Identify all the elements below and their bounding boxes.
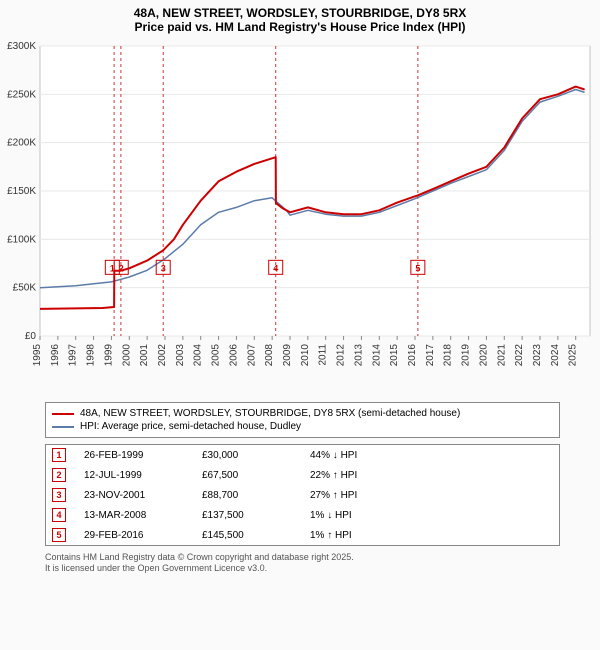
svg-text:1996: 1996 (50, 344, 61, 367)
svg-text:2024: 2024 (550, 344, 561, 367)
svg-text:£300K: £300K (7, 41, 36, 52)
event-price: £67,500 (202, 470, 292, 481)
event-price: £30,000 (202, 450, 292, 461)
legend-label: 48A, NEW STREET, WORDSLEY, STOURBRIDGE, … (80, 408, 460, 419)
events-table: 1 26-FEB-1999 £30,000 44% ↓ HPI 2 12-JUL-1999… (45, 444, 560, 546)
svg-text:2000: 2000 (121, 344, 132, 367)
svg-text:2: 2 (119, 263, 124, 273)
legend-swatch (52, 413, 74, 415)
svg-text:2005: 2005 (211, 344, 222, 367)
svg-text:2020: 2020 (478, 344, 489, 367)
legend-row: 48A, NEW STREET, WORDSLEY, STOURBRIDGE, … (52, 407, 553, 420)
svg-text:£200K: £200K (7, 138, 36, 149)
footer-line-1: Contains HM Land Registry data © Crown c… (45, 552, 590, 563)
chart-area: £0 £50K £100K £150K £200K £250K £300K 1995 1996 1… (0, 36, 600, 396)
svg-text:4: 4 (273, 263, 278, 273)
event-date: 26-FEB-1999 (84, 450, 184, 461)
legend-row: HPI: Average price, semi-detached house,… (52, 420, 553, 433)
event-price: £88,700 (202, 490, 292, 501)
svg-text:2021: 2021 (496, 344, 507, 367)
event-number: 4 (52, 508, 66, 522)
svg-text:2013: 2013 (353, 344, 364, 367)
svg-text:2022: 2022 (514, 344, 525, 367)
footer-attribution: Contains HM Land Registry data © Crown c… (0, 550, 600, 581)
svg-text:2015: 2015 (389, 344, 400, 367)
event-pct: 44% ↓ HPI (310, 450, 390, 461)
event-number: 1 (52, 448, 66, 462)
svg-text:2010: 2010 (300, 344, 311, 367)
svg-text:£0: £0 (25, 331, 37, 342)
footer-line-2: It is licensed under the Open Government… (45, 563, 590, 574)
price-chart: £0 £50K £100K £150K £200K £250K £300K 1995 1996 1… (0, 36, 600, 396)
svg-text:2025: 2025 (568, 344, 579, 367)
event-price: £137,500 (202, 510, 292, 521)
event-price: £145,500 (202, 530, 292, 541)
svg-text:2008: 2008 (264, 344, 275, 367)
svg-text:2023: 2023 (532, 344, 543, 367)
svg-text:2002: 2002 (157, 344, 168, 367)
svg-text:2004: 2004 (193, 344, 204, 367)
svg-text:1997: 1997 (68, 344, 79, 367)
event-pct: 1% ↑ HPI (310, 530, 390, 541)
svg-text:1995: 1995 (32, 344, 43, 367)
event-row: 2 12-JUL-1999 £67,500 22% ↑ HPI (46, 465, 559, 485)
svg-text:5: 5 (415, 263, 420, 273)
legend-label: HPI: Average price, semi-detached house,… (80, 421, 301, 432)
event-date: 29-FEB-2016 (84, 530, 184, 541)
svg-text:£50K: £50K (13, 283, 37, 294)
svg-text:2018: 2018 (443, 344, 454, 367)
svg-text:2009: 2009 (282, 344, 293, 367)
svg-text:£150K: £150K (7, 186, 36, 197)
event-date: 23-NOV-2001 (84, 490, 184, 501)
event-number: 2 (52, 468, 66, 482)
svg-text:1998: 1998 (86, 344, 97, 367)
svg-text:2016: 2016 (407, 344, 418, 367)
svg-text:2001: 2001 (139, 344, 150, 367)
event-row: 1 26-FEB-1999 £30,000 44% ↓ HPI (46, 445, 559, 465)
title-line-1: 48A, NEW STREET, WORDSLEY, STOURBRIDGE, … (0, 6, 600, 20)
svg-text:2019: 2019 (461, 344, 472, 367)
svg-text:£250K: £250K (7, 89, 36, 100)
svg-text:2006: 2006 (228, 344, 239, 367)
title-line-2: Price paid vs. HM Land Registry's House … (0, 20, 600, 34)
svg-text:2007: 2007 (246, 344, 257, 367)
event-number: 5 (52, 528, 66, 542)
legend-swatch (52, 426, 74, 428)
svg-text:£100K: £100K (7, 234, 36, 245)
event-row: 3 23-NOV-2001 £88,700 27% ↑ HPI (46, 485, 559, 505)
event-row: 5 29-FEB-2016 £145,500 1% ↑ HPI (46, 525, 559, 545)
svg-text:1999: 1999 (103, 344, 114, 367)
event-date: 13-MAR-2008 (84, 510, 184, 521)
legend: 48A, NEW STREET, WORDSLEY, STOURBRIDGE, … (45, 402, 560, 438)
event-date: 12-JUL-1999 (84, 470, 184, 481)
svg-text:2011: 2011 (318, 344, 329, 366)
svg-text:2014: 2014 (371, 344, 382, 367)
svg-text:3: 3 (161, 263, 166, 273)
svg-text:2017: 2017 (425, 344, 436, 367)
event-row: 4 13-MAR-2008 £137,500 1% ↓ HPI (46, 505, 559, 525)
svg-text:2012: 2012 (336, 344, 347, 367)
svg-text:2003: 2003 (175, 344, 186, 367)
event-number: 3 (52, 488, 66, 502)
event-pct: 1% ↓ HPI (310, 510, 390, 521)
event-pct: 27% ↑ HPI (310, 490, 390, 501)
chart-title-block: 48A, NEW STREET, WORDSLEY, STOURBRIDGE, … (0, 0, 600, 36)
event-pct: 22% ↑ HPI (310, 470, 390, 481)
